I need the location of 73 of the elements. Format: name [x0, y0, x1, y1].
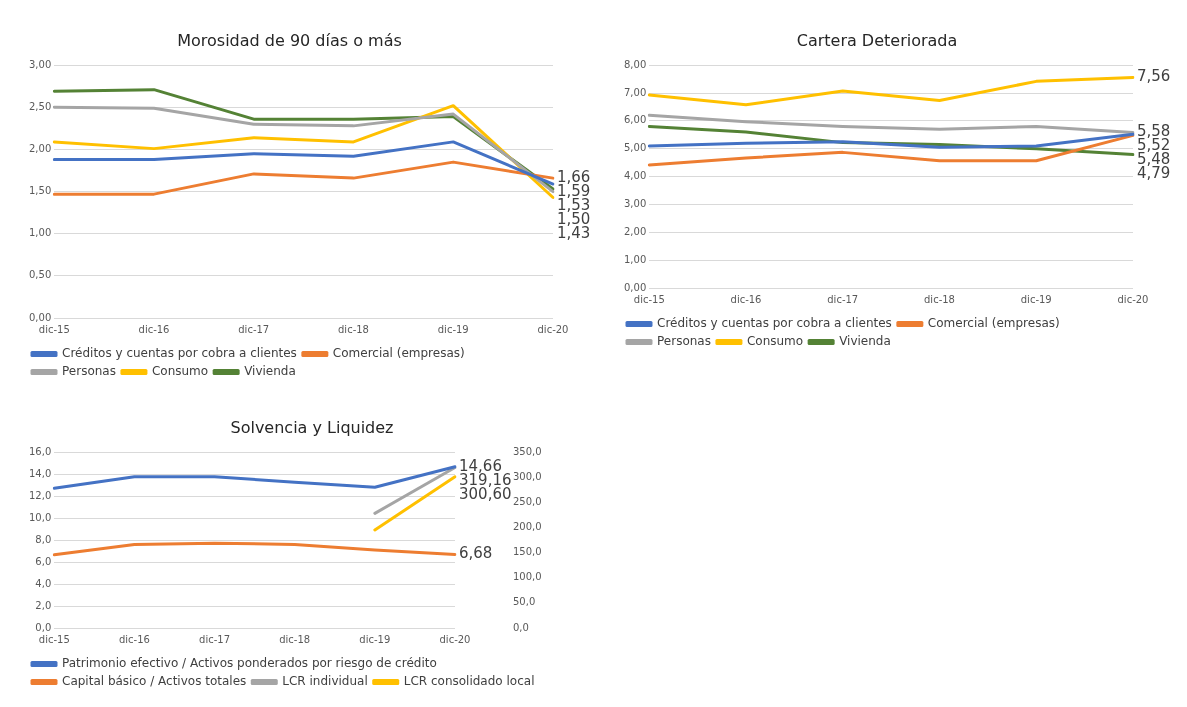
x-tick-label: dic-18 — [338, 323, 369, 335]
y-tick-label: 7,00 — [624, 86, 647, 98]
legend-label: Consumo — [151, 364, 209, 379]
x-tick-label: dic-18 — [924, 293, 955, 305]
x-tick-label: dic-17 — [238, 323, 270, 335]
y2-tick-label: 100,0 — [513, 571, 542, 583]
y2-tick-label: 300,0 — [513, 470, 542, 482]
x-tick-label: dic-20 — [537, 323, 569, 335]
legend-label: Vivienda — [244, 364, 296, 379]
y-tick-label: 2,0 — [35, 599, 52, 611]
y-tick-label: 2,50 — [29, 100, 52, 112]
y-tick-label: 14,0 — [29, 467, 52, 479]
legend-label: Capital básico / Activos totales — [62, 674, 247, 689]
x-tick-label: dic-17 — [827, 293, 859, 305]
y-tick-label: 3,00 — [624, 198, 647, 210]
x-tick-label: dic-15 — [38, 633, 70, 645]
y-tick-label: 8,00 — [624, 58, 647, 70]
y2-tick-label: 200,0 — [513, 521, 542, 533]
x-tick-label: dic-20 — [1117, 293, 1149, 305]
y-tick-label: 16,0 — [29, 445, 52, 457]
y-tick-label: 10,0 — [29, 511, 52, 523]
y-tick-label: 8,0 — [35, 533, 52, 545]
data-label: 7,56 — [1137, 67, 1171, 86]
y-tick-label: 4,0 — [35, 577, 52, 589]
legend-label: LCR individual — [282, 674, 368, 689]
x-tick-label: dic-15 — [633, 293, 665, 305]
y-tick-label: 6,0 — [35, 555, 52, 567]
data-label: 14,66 — [459, 456, 502, 475]
data-label: 6,68 — [459, 544, 493, 563]
y2-tick-label: 0,0 — [513, 621, 529, 633]
chart-title: Solvencia y Liquidez — [230, 417, 394, 437]
legend-label: Personas — [62, 364, 116, 379]
y-tick-label: 3,00 — [29, 58, 52, 70]
chart-title: Morosidad de 90 días o más — [177, 30, 402, 50]
y-tick-label: 0,0 — [35, 621, 52, 633]
legend-label: Comercial (empresas) — [927, 316, 1060, 331]
x-tick-label: dic-15 — [38, 323, 70, 335]
chart-title: Cartera Deteriorada — [796, 30, 958, 50]
x-tick-label: dic-16 — [138, 323, 170, 335]
legend-label: Créditos y cuentas por cobra a clientes — [657, 316, 892, 331]
x-tick-label: dic-19 — [359, 633, 391, 645]
y2-tick-label: 250,0 — [513, 495, 542, 507]
y2-tick-label: 50,0 — [513, 596, 536, 608]
data-label: 5,58 — [1137, 122, 1171, 141]
x-tick-label: dic-16 — [730, 293, 762, 305]
legend-label: Comercial (empresas) — [332, 346, 465, 361]
legend-label: Consumo — [746, 334, 804, 349]
y-tick-label: 1,00 — [29, 227, 52, 239]
x-tick-label: dic-19 — [1020, 293, 1052, 305]
y-tick-label: 1,00 — [624, 253, 647, 265]
legend-label: Vivienda — [839, 334, 891, 349]
y-tick-label: 2,00 — [624, 225, 647, 237]
x-tick-label: dic-16 — [118, 633, 150, 645]
legend-label: LCR consolidado local — [403, 674, 535, 689]
y-tick-label: 5,00 — [624, 142, 647, 154]
x-tick-label: dic-20 — [439, 633, 471, 645]
legend-label: Personas — [657, 334, 711, 349]
y-tick-label: 0,50 — [29, 269, 52, 281]
data-label: 1,43 — [557, 224, 591, 243]
y-tick-label: 0,00 — [29, 311, 52, 323]
x-tick-label: dic-18 — [279, 633, 311, 645]
x-tick-label: dic-17 — [199, 633, 231, 645]
legend-label: Créditos y cuentas por cobra a clientes — [62, 346, 297, 361]
x-tick-label: dic-19 — [437, 323, 469, 335]
y-tick-label: 0,00 — [624, 281, 647, 293]
y-tick-label: 6,00 — [624, 114, 647, 126]
y2-tick-label: 150,0 — [513, 546, 542, 558]
y-tick-label: 1,50 — [29, 185, 52, 197]
legend-label: Patrimonio efectivo / Activos ponderados por riesgo de crédito — [62, 656, 437, 671]
y-tick-label: 4,00 — [624, 170, 647, 182]
y2-tick-label: 350,0 — [513, 445, 542, 457]
y-tick-label: 2,00 — [29, 143, 52, 155]
y-tick-label: 12,0 — [29, 489, 52, 501]
